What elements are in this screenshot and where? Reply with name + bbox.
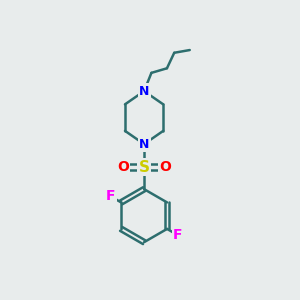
Text: N: N xyxy=(139,85,149,98)
Text: F: F xyxy=(173,228,182,242)
Text: O: O xyxy=(117,160,129,174)
Text: O: O xyxy=(159,160,171,174)
Text: N: N xyxy=(139,138,149,151)
Text: F: F xyxy=(106,189,115,203)
Text: S: S xyxy=(139,160,150,175)
